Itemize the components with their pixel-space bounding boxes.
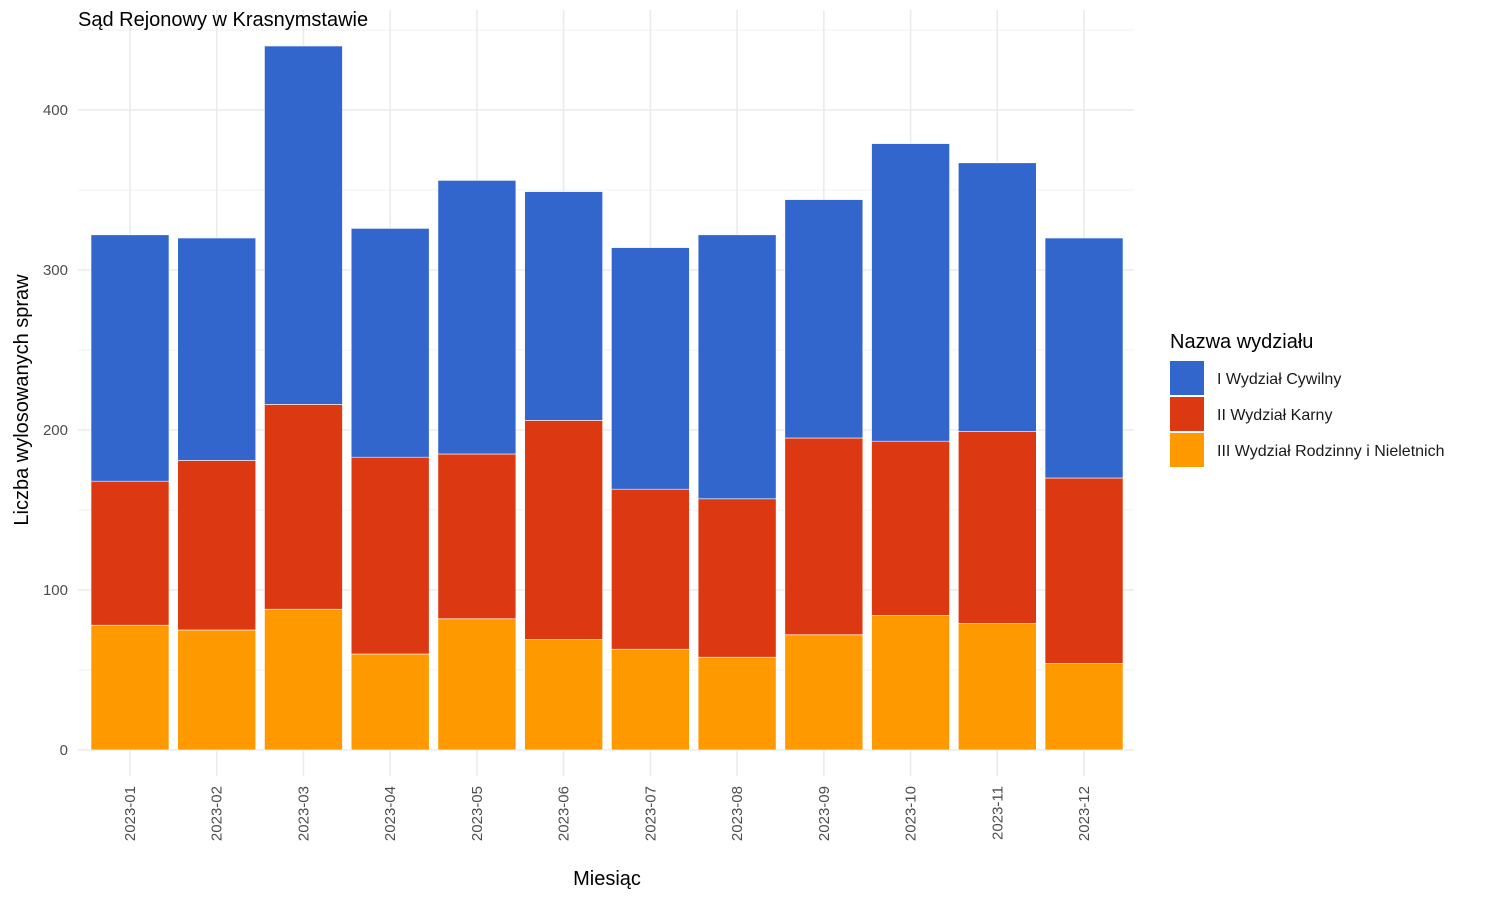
bar-segment-2023-10-s2 bbox=[871, 143, 950, 442]
x-tick-label: 2023-01 bbox=[122, 786, 139, 841]
bar-segment-2023-02-s2 bbox=[177, 237, 257, 461]
legend-swatch bbox=[1170, 433, 1204, 467]
y-tick-label: 200 bbox=[43, 422, 68, 439]
bar-segment-2023-03-s2 bbox=[264, 45, 343, 405]
bar-segment-2023-12-s0 bbox=[1044, 663, 1124, 751]
legend-label: II Wydział Karny bbox=[1217, 407, 1332, 424]
bar-segment-2023-06-s1 bbox=[524, 420, 603, 640]
bar-segment-2023-01-s1 bbox=[90, 480, 170, 626]
bar-segment-2023-05-s2 bbox=[437, 180, 517, 455]
x-tick-label: 2023-05 bbox=[469, 786, 486, 841]
x-tick-label: 2023-04 bbox=[382, 786, 399, 841]
y-tick-label: 100 bbox=[43, 582, 68, 599]
bar-segment-2023-04-s0 bbox=[350, 653, 430, 751]
legend: Nazwa wydziału I Wydział Cywilny II Wydzi… bbox=[1170, 331, 1445, 467]
bar-segment-2023-10-s0 bbox=[871, 615, 950, 751]
bar-segment-2023-08-s1 bbox=[697, 498, 777, 658]
bar-segment-2023-06-s2 bbox=[524, 191, 603, 421]
bar-segment-2023-11-s1 bbox=[957, 431, 1037, 624]
legend-swatch bbox=[1170, 361, 1204, 395]
x-tick-label: 2023-03 bbox=[295, 786, 312, 841]
x-tick-label: 2023-02 bbox=[209, 786, 226, 841]
y-tick-label: 0 bbox=[60, 742, 68, 759]
bar-segment-2023-05-s0 bbox=[437, 618, 517, 751]
x-tick-label: 2023-08 bbox=[729, 786, 746, 841]
legend-label: I Wydział Cywilny bbox=[1217, 371, 1341, 388]
bar-segment-2023-04-s2 bbox=[350, 228, 430, 458]
chart-title: Sąd Rejonowy w Krasnymstawie bbox=[78, 9, 368, 31]
x-axis-ticks: 2023-01 2023-02 2023-03 2023-04 2023-05 2023-… bbox=[122, 786, 1093, 841]
bar-segment-2023-02-s0 bbox=[177, 629, 257, 751]
bar-segment-2023-05-s1 bbox=[437, 453, 517, 620]
y-tick-label: 400 bbox=[43, 102, 68, 119]
x-axis-title: Miesiąc bbox=[573, 868, 641, 890]
bar-segment-2023-08-s2 bbox=[697, 234, 777, 500]
x-tick-label: 2023-09 bbox=[816, 786, 833, 841]
bar-segment-2023-01-s2 bbox=[90, 234, 170, 482]
bar-segment-2023-12-s2 bbox=[1044, 237, 1124, 479]
bar-segment-2023-04-s1 bbox=[350, 456, 430, 655]
bar-segment-2023-11-s2 bbox=[957, 162, 1037, 432]
legend-title: Nazwa wydziału bbox=[1170, 331, 1313, 353]
bar-segment-2023-07-s2 bbox=[611, 247, 690, 490]
bar-segment-2023-12-s1 bbox=[1044, 477, 1124, 664]
x-tick-label: 2023-11 bbox=[989, 786, 1006, 840]
x-tick-label: 2023-07 bbox=[642, 786, 659, 841]
y-tick-label: 300 bbox=[43, 262, 68, 279]
bar-segment-2023-02-s1 bbox=[177, 460, 257, 631]
legend-swatch bbox=[1170, 397, 1204, 431]
bar-segment-2023-03-s0 bbox=[264, 608, 343, 751]
bar-segment-2023-09-s0 bbox=[784, 634, 864, 751]
bar-segment-2023-09-s1 bbox=[784, 437, 864, 636]
bar-segment-2023-07-s0 bbox=[611, 648, 690, 751]
bar-segment-2023-01-s0 bbox=[90, 624, 170, 751]
bar-segment-2023-11-s0 bbox=[957, 623, 1037, 751]
legend-label: III Wydział Rodzinny i Nieletnich bbox=[1217, 443, 1445, 460]
bar-segment-2023-09-s2 bbox=[784, 199, 864, 439]
bar-segment-2023-07-s1 bbox=[611, 488, 690, 650]
bar-segment-2023-06-s0 bbox=[524, 639, 603, 751]
bar-segment-2023-10-s1 bbox=[871, 440, 950, 616]
x-tick-label: 2023-06 bbox=[556, 786, 573, 841]
y-axis-title: Liczba wylosowanych spraw bbox=[11, 274, 33, 526]
bar-segment-2023-03-s1 bbox=[264, 404, 343, 610]
x-tick-label: 2023-10 bbox=[903, 786, 920, 841]
x-tick-label: 2023-12 bbox=[1076, 786, 1093, 841]
bars bbox=[90, 45, 1124, 751]
y-axis-ticks: 0 100 200 300 400 bbox=[43, 102, 68, 759]
bar-segment-2023-08-s0 bbox=[697, 656, 777, 751]
